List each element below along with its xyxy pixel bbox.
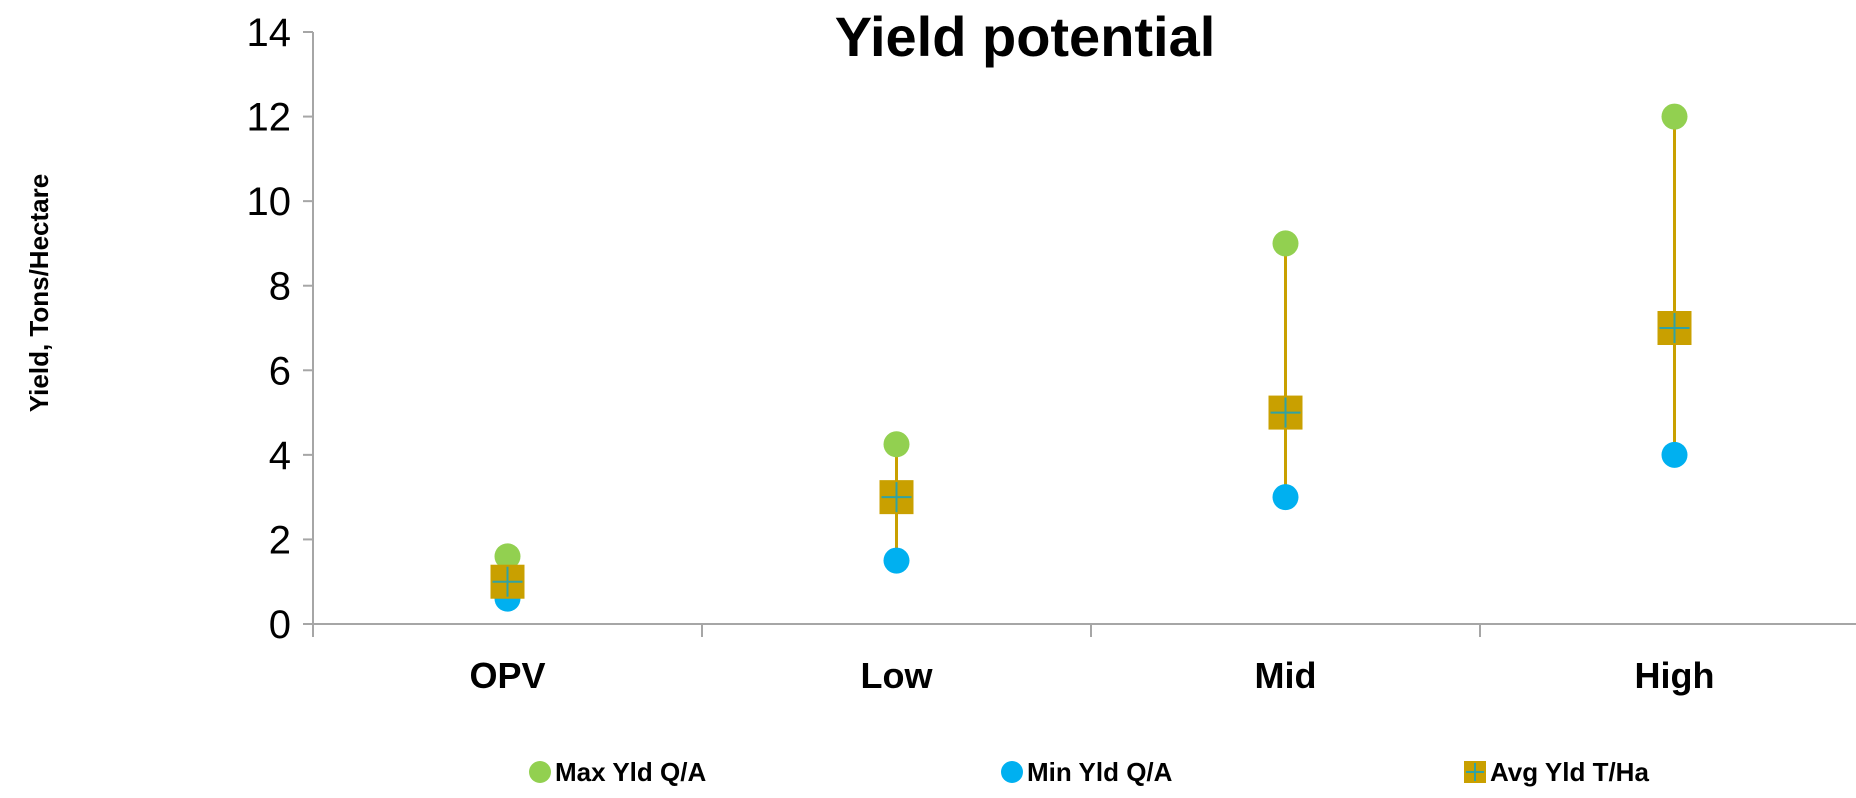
y-tick-label: 10 <box>247 180 292 224</box>
min-yield-point <box>1272 484 1299 511</box>
legend-label: Max Yld Q/A <box>555 757 706 787</box>
y-axis-label: Yield, Tons/Hectare <box>24 174 54 412</box>
max-yield-point <box>494 543 521 570</box>
legend-label: Avg Yld T/Ha <box>1490 757 1649 787</box>
plot-area: 0 2 4 6 8 10 12 14 OPV Low Mid High <box>247 11 1856 696</box>
max-yield-point <box>1661 103 1688 130</box>
y-tick-label: 8 <box>269 265 291 309</box>
x-category-label: Low <box>861 655 934 696</box>
y-tick-label: 14 <box>247 11 292 55</box>
min-yield-point <box>1661 441 1688 468</box>
y-tick-label: 0 <box>269 603 291 647</box>
chart-title: Yield potential <box>835 5 1216 68</box>
y-tick-label: 2 <box>269 518 291 562</box>
legend-label: Min Yld Q/A <box>1027 757 1173 787</box>
min-yield-point <box>883 547 910 574</box>
max-yield-point <box>883 431 910 458</box>
y-tick-label: 6 <box>269 349 291 393</box>
x-category-label: High <box>1635 655 1715 696</box>
legend-marker <box>1001 761 1023 783</box>
y-tick-label: 4 <box>269 434 291 478</box>
y-tick-label: 12 <box>247 96 292 140</box>
x-category-label: Mid <box>1255 655 1317 696</box>
legend-marker <box>529 761 551 783</box>
legend: Max Yld Q/A Min Yld Q/A Avg Yld T/Ha <box>529 757 1649 787</box>
x-category-label: OPV <box>469 655 545 696</box>
max-yield-point <box>1272 230 1299 257</box>
